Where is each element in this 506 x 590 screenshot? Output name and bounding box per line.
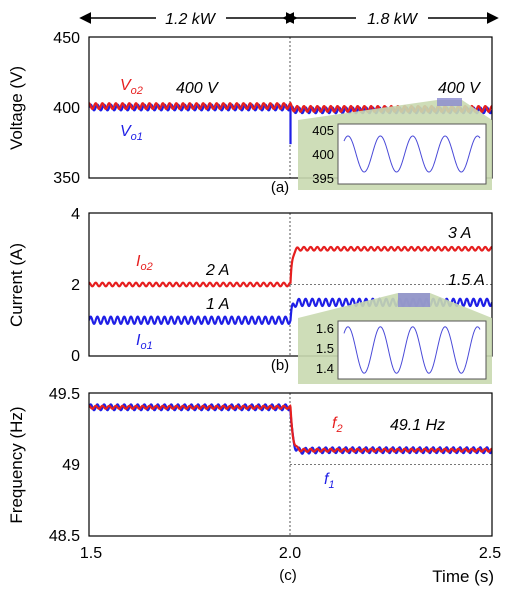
svg-text:Vo2: Vo2 (120, 77, 143, 97)
frequency-panel-label: (c) (279, 567, 297, 584)
voltage-label-vo2: Vo2 (120, 77, 143, 97)
current-label-io2: Io2 (136, 253, 153, 273)
voltage-inset-wave (343, 135, 481, 173)
svg-text:Io1: Io1 (136, 332, 153, 352)
current-inset-ytick-1-4: 1.4 (316, 361, 334, 376)
voltage-inset-highlight (437, 98, 462, 106)
svg-text:Vo1: Vo1 (120, 123, 143, 143)
current-panel-label: (b) (271, 357, 289, 374)
top-power-annotation: 1.2 kW 1.8 kW (79, 11, 499, 28)
right-power-label: 1.8 kW (367, 11, 419, 28)
frequency-frame (88, 392, 493, 537)
frequency-ytick-48-5: 48.5 (49, 528, 80, 545)
current-inset-wave (343, 326, 481, 374)
voltage-annotation-left: 400 V (176, 80, 219, 97)
frequency-ylabel: Frequency (Hz) (7, 406, 26, 523)
panel-current: Current (A) 4 2 0 Io2 Io1 2 A 1 A 3 A 1.… (7, 206, 493, 374)
current-ytick-2: 2 (71, 277, 80, 294)
voltage-ylabel: Voltage (V) (7, 66, 26, 150)
frequency-xtick-1-5: 1.5 (80, 545, 102, 562)
current-inset: 1.6 1.5 1.4 (298, 293, 492, 384)
left-power-label: 1.2 kW (165, 11, 217, 28)
svg-text:f1: f1 (324, 471, 335, 491)
voltage-ytick-350: 350 (53, 170, 80, 187)
svg-text:f2: f2 (332, 415, 343, 435)
current-inset-highlight (398, 293, 430, 307)
voltage-ytick-400: 400 (53, 100, 80, 117)
frequency-label-f2: f2 (332, 415, 343, 435)
frequency-xtick-2-0: 2.0 (279, 545, 301, 562)
frequency-annotation: 49.1 Hz (390, 417, 445, 434)
current-label-io1: Io1 (136, 332, 153, 352)
voltage-panel-label: (a) (271, 179, 289, 196)
frequency-label-f1: f1 (324, 471, 335, 491)
current-inset-ytick-1-5: 1.5 (316, 341, 334, 356)
frequency-xtick-2-5: 2.5 (479, 545, 501, 562)
frequency-ytick-49-5: 49.5 (49, 386, 80, 403)
voltage-inset: 405 400 395 (298, 98, 492, 190)
current-inset-ytick-1-6: 1.6 (316, 321, 334, 336)
voltage-label-vo1: Vo1 (120, 123, 143, 143)
series-line-io2 (89, 245, 492, 288)
x-axis-label: Time (s) (432, 567, 494, 586)
current-annotation-2a: 2 A (205, 262, 229, 279)
current-annotation-3a: 3 A (448, 225, 471, 242)
current-frame (88, 212, 493, 357)
voltage-frame (88, 36, 493, 179)
current-inset-plot (337, 320, 487, 380)
panel-frequency: Frequency (Hz) 49.5 49 48.5 f2 f1 49.1 H… (7, 386, 501, 586)
voltage-inset-ytick-405: 405 (312, 123, 334, 138)
frequency-ytick-49: 49 (62, 457, 80, 474)
svg-text:Io2: Io2 (136, 253, 153, 273)
current-annotation-1-5a: 1.5 A (448, 272, 485, 289)
series-line-f2 (89, 404, 492, 453)
current-ytick-0: 0 (71, 348, 80, 365)
current-ylabel: Current (A) (7, 243, 26, 327)
current-annotation-1a: 1 A (206, 296, 229, 313)
voltage-inset-plot (337, 123, 487, 185)
voltage-annotation-right: 400 V (438, 80, 481, 97)
voltage-inset-ytick-400: 400 (312, 147, 334, 162)
voltage-ytick-450: 450 (53, 30, 80, 47)
current-ytick-4: 4 (71, 206, 80, 223)
voltage-inset-ytick-395: 395 (312, 171, 334, 186)
